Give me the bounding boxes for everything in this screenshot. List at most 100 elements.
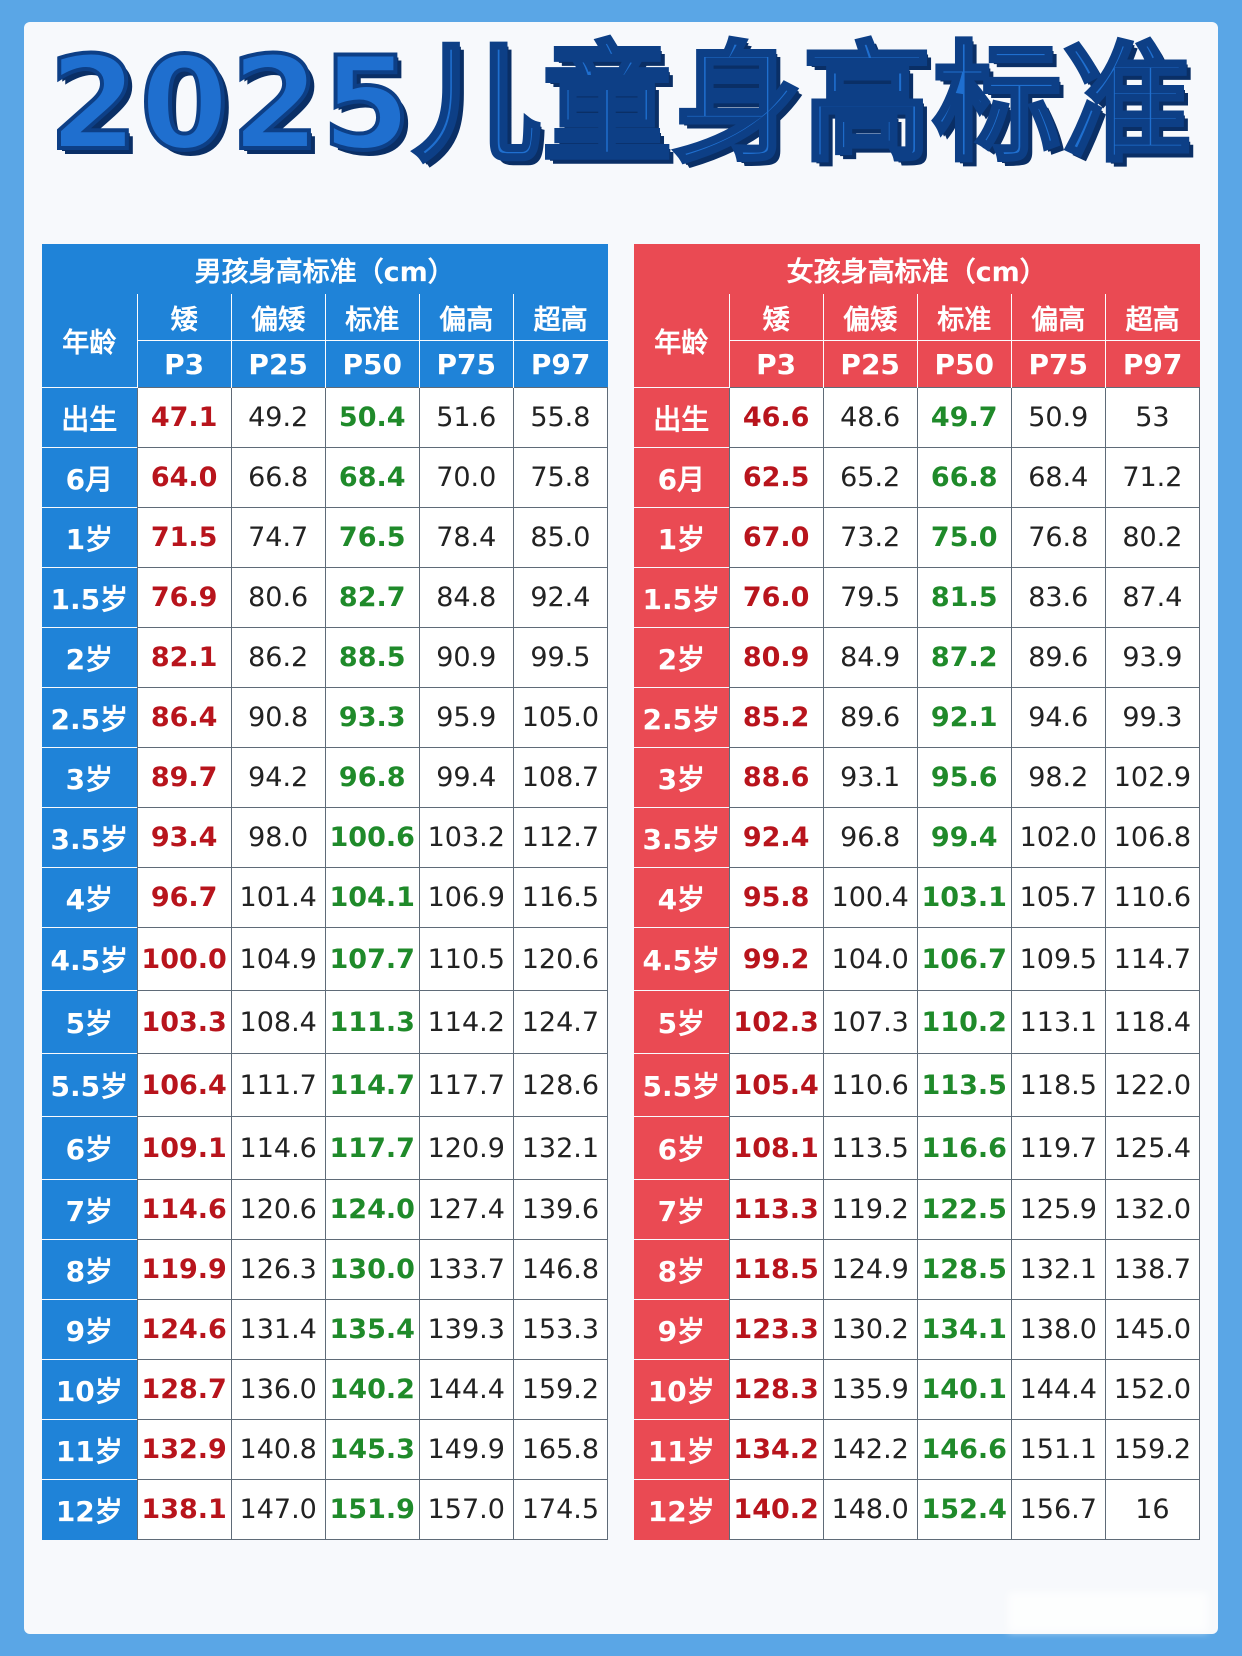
p50-value-cell: 140.2	[324, 1359, 420, 1420]
p25-value-cell: 136.0	[230, 1359, 326, 1420]
p50-value-cell: 82.7	[324, 567, 420, 628]
age-cell: 11岁	[634, 1419, 730, 1480]
age-cell: 5.5岁	[634, 1053, 730, 1117]
percentile-header-p50: P50	[324, 340, 420, 388]
p97-value-cell: 110.6	[1104, 867, 1201, 928]
p25-value-cell: 96.8	[822, 807, 918, 868]
p75-value-cell: 51.6	[418, 387, 514, 448]
p50-value-cell: 49.7	[916, 387, 1012, 448]
table-row: 7岁 114.6 120.6 124.0 127.4 139.6	[42, 1179, 609, 1240]
column-label-above-average: 偏高	[1010, 294, 1106, 341]
p50-value-cell: 114.7	[324, 1053, 420, 1117]
p25-value-cell: 110.6	[822, 1053, 918, 1117]
p25-value-cell: 48.6	[822, 387, 918, 448]
p25-value-cell: 49.2	[230, 387, 326, 448]
p75-value-cell: 139.3	[418, 1299, 514, 1360]
p3-value-cell: 140.2	[728, 1479, 824, 1540]
p75-value-cell: 98.2	[1010, 747, 1106, 808]
p3-value-cell: 119.9	[136, 1239, 232, 1300]
p97-value-cell: 87.4	[1104, 567, 1201, 628]
p25-value-cell: 89.6	[822, 687, 918, 748]
table-row: 1岁 71.5 74.7 76.5 78.4 85.0	[42, 507, 609, 568]
p3-value-cell: 88.6	[728, 747, 824, 808]
p97-value-cell: 124.7	[512, 990, 609, 1054]
p97-value-cell: 105.0	[512, 687, 609, 748]
age-cell: 7岁	[42, 1179, 138, 1240]
p50-value-cell: 106.7	[916, 927, 1012, 991]
p50-value-cell: 151.9	[324, 1479, 420, 1540]
p75-value-cell: 114.2	[418, 990, 514, 1054]
p3-value-cell: 100.0	[136, 927, 232, 991]
p75-value-cell: 132.1	[1010, 1239, 1106, 1300]
p75-value-cell: 151.1	[1010, 1419, 1106, 1480]
p75-value-cell: 138.0	[1010, 1299, 1106, 1360]
p75-value-cell: 76.8	[1010, 507, 1106, 568]
p97-value-cell: 106.8	[1104, 807, 1201, 868]
p97-value-cell: 139.6	[512, 1179, 609, 1240]
p50-value-cell: 104.1	[324, 867, 420, 928]
p25-value-cell: 147.0	[230, 1479, 326, 1540]
column-label-short: 矮	[136, 294, 232, 341]
percentile-header-p75: P75	[418, 340, 514, 388]
age-cell: 2.5岁	[42, 687, 138, 748]
p50-value-cell: 116.6	[916, 1116, 1012, 1180]
percentile-header-p3: P3	[136, 340, 232, 388]
p75-value-cell: 90.9	[418, 627, 514, 688]
p3-value-cell: 71.5	[136, 507, 232, 568]
age-cell: 5.5岁	[42, 1053, 138, 1117]
table-row: 4.5岁 99.2 104.0 106.7 109.5 114.7	[634, 927, 1201, 991]
p50-value-cell: 88.5	[324, 627, 420, 688]
p75-value-cell: 84.8	[418, 567, 514, 628]
age-cell: 2岁	[634, 627, 730, 688]
age-cell: 5岁	[634, 990, 730, 1054]
p75-value-cell: 144.4	[1010, 1359, 1106, 1420]
p50-value-cell: 76.5	[324, 507, 420, 568]
p3-value-cell: 85.2	[728, 687, 824, 748]
age-cell: 11岁	[42, 1419, 138, 1480]
age-cell: 10岁	[634, 1359, 730, 1420]
table-row: 6月 62.5 65.2 66.8 68.4 71.2	[634, 447, 1201, 508]
p75-value-cell: 149.9	[418, 1419, 514, 1480]
column-label-above-average: 偏高	[418, 294, 514, 341]
percentile-header-p25: P25	[230, 340, 326, 388]
p25-value-cell: 107.3	[822, 990, 918, 1054]
p25-value-cell: 113.5	[822, 1116, 918, 1180]
p97-value-cell: 118.4	[1104, 990, 1201, 1054]
p97-value-cell: 153.3	[512, 1299, 609, 1360]
column-label-tall: 超高	[1104, 294, 1200, 341]
p75-value-cell: 118.5	[1010, 1053, 1106, 1117]
p50-value-cell: 128.5	[916, 1239, 1012, 1300]
p25-value-cell: 131.4	[230, 1299, 326, 1360]
age-cell: 出生	[634, 387, 730, 448]
p3-value-cell: 67.0	[728, 507, 824, 568]
p97-value-cell: 55.8	[512, 387, 609, 448]
table-row: 3岁 89.7 94.2 96.8 99.4 108.7	[42, 747, 609, 808]
p97-value-cell: 120.6	[512, 927, 609, 991]
p25-value-cell: 135.9	[822, 1359, 918, 1420]
table-row: 5岁 103.3 108.4 111.3 114.2 124.7	[42, 990, 609, 1054]
p97-value-cell: 116.5	[512, 867, 609, 928]
p75-value-cell: 50.9	[1010, 387, 1106, 448]
table-row: 出生 46.6 48.6 49.7 50.9 53	[634, 387, 1201, 448]
p75-value-cell: 95.9	[418, 687, 514, 748]
p25-value-cell: 86.2	[230, 627, 326, 688]
p50-value-cell: 75.0	[916, 507, 1012, 568]
table-row: 11岁 132.9 140.8 145.3 149.9 165.8	[42, 1419, 609, 1480]
girls-height-table: 女孩身高标准（cm） 年龄 矮 偏矮 标准 偏高 超高 P3 P25 P50 P…	[634, 244, 1201, 1540]
p75-value-cell: 106.9	[418, 867, 514, 928]
p75-value-cell: 133.7	[418, 1239, 514, 1300]
p75-value-cell: 127.4	[418, 1179, 514, 1240]
p3-value-cell: 108.1	[728, 1116, 824, 1180]
column-label-below-average: 偏矮	[822, 294, 918, 341]
p50-value-cell: 130.0	[324, 1239, 420, 1300]
p50-value-cell: 145.3	[324, 1419, 420, 1480]
p97-value-cell: 71.2	[1104, 447, 1201, 508]
p97-value-cell: 112.7	[512, 807, 609, 868]
p50-value-cell: 107.7	[324, 927, 420, 991]
p97-value-cell: 99.5	[512, 627, 609, 688]
p97-value-cell: 145.0	[1104, 1299, 1201, 1360]
p50-value-cell: 111.3	[324, 990, 420, 1054]
p3-value-cell: 102.3	[728, 990, 824, 1054]
p97-value-cell: 159.2	[1104, 1419, 1201, 1480]
age-cell: 8岁	[634, 1239, 730, 1300]
